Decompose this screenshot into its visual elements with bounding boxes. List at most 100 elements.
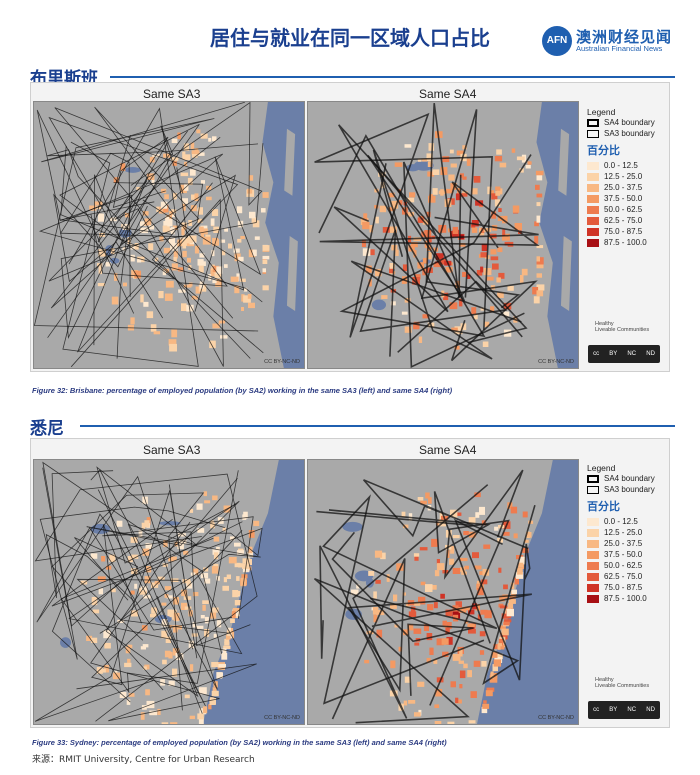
sa2-area xyxy=(163,247,171,254)
sa2-area xyxy=(474,492,481,498)
region-boundary xyxy=(96,466,236,714)
sa2-area xyxy=(483,700,487,704)
sa2-area xyxy=(249,211,256,219)
sa2-area xyxy=(185,237,193,244)
sa2-area xyxy=(497,292,504,298)
sa2-area xyxy=(211,690,219,697)
sa2-area xyxy=(498,638,504,647)
sa2-area xyxy=(192,622,197,628)
sa2-area xyxy=(183,550,189,555)
sa2-area xyxy=(177,132,181,140)
sa2-area xyxy=(150,613,157,618)
sa2-area xyxy=(169,211,173,215)
sa2-area xyxy=(490,671,494,679)
sa2-area xyxy=(190,205,197,212)
sa2-area xyxy=(467,670,472,678)
sa2-area xyxy=(517,567,523,575)
sa2-area xyxy=(508,603,514,609)
sa2-area xyxy=(262,285,269,291)
sa2-area xyxy=(178,289,186,293)
sa2-area xyxy=(90,637,98,643)
sa2-area xyxy=(184,606,192,610)
sa2-area xyxy=(510,582,515,590)
sa2-area xyxy=(422,257,428,264)
sa2-area xyxy=(173,192,177,200)
sa2-area xyxy=(494,526,499,531)
sa2-area xyxy=(362,248,371,256)
sa2-area xyxy=(182,242,187,249)
sa2-area xyxy=(422,314,429,319)
sa2-area xyxy=(391,200,399,209)
sa2-area xyxy=(236,550,245,555)
sa2-area xyxy=(130,244,138,250)
sa2-area xyxy=(177,543,184,550)
sa2-area xyxy=(527,161,532,165)
cc-license-badge: cc BY NC ND xyxy=(588,701,660,719)
sa2-area xyxy=(452,610,461,619)
sa2-area xyxy=(410,606,416,613)
sa2-area xyxy=(445,627,450,635)
sa2-area xyxy=(409,192,416,198)
sa2-area xyxy=(519,556,526,562)
sa2-area xyxy=(432,169,440,175)
sa2-area xyxy=(480,266,484,273)
sa2-area xyxy=(216,576,220,581)
sa2-area xyxy=(426,633,433,641)
sa2-area xyxy=(212,237,219,245)
sa2-area xyxy=(408,611,417,617)
sa2-area xyxy=(190,169,196,176)
sa2-area xyxy=(126,699,131,705)
sa2-area xyxy=(197,207,203,215)
region-boundary xyxy=(90,524,243,686)
sa2-area xyxy=(536,261,544,269)
sa2-area xyxy=(90,553,98,559)
sa2-area xyxy=(237,220,244,228)
sa2-area xyxy=(247,552,254,558)
sa2-area xyxy=(252,220,260,228)
sa2-area xyxy=(139,587,147,595)
sa2-area xyxy=(181,602,188,610)
cc-license-badge: cc BY NC ND xyxy=(588,345,660,363)
legend-class-label: 87.5 - 100.0 xyxy=(604,238,647,247)
sa2-area xyxy=(89,205,97,211)
sa2-area xyxy=(455,699,462,704)
sa2-area xyxy=(161,602,167,606)
sa2-area xyxy=(137,259,142,263)
sa2-area xyxy=(374,550,383,558)
sa2-area xyxy=(148,243,154,251)
sa2-area xyxy=(452,654,461,661)
legend-swatch xyxy=(587,594,599,603)
sa2-area xyxy=(225,634,231,640)
sa2-area xyxy=(218,663,226,668)
legend-swatch xyxy=(587,172,599,181)
sa2-area xyxy=(158,206,166,214)
sa2-area xyxy=(141,522,145,529)
sa2-area xyxy=(388,207,396,212)
lake xyxy=(124,167,141,173)
sa2-area xyxy=(454,512,462,516)
legend-class-label: 87.5 - 100.0 xyxy=(604,594,647,603)
sa2-area xyxy=(172,668,178,677)
sa2-area xyxy=(122,282,127,287)
sa2-area xyxy=(450,231,455,238)
sa2-area xyxy=(440,593,445,599)
sa2-area xyxy=(494,199,501,207)
legend-swatch xyxy=(587,183,599,192)
sa2-area xyxy=(458,607,467,613)
sa2-area xyxy=(492,263,499,270)
sa2-area xyxy=(435,253,444,260)
sa2-area xyxy=(390,301,396,306)
healthy-communities-logo: Healthy Liveable Communities xyxy=(595,321,650,333)
sa2-area xyxy=(506,608,514,617)
sa2-area xyxy=(191,150,200,155)
region-boundary xyxy=(429,469,524,706)
island xyxy=(284,128,296,196)
sa2-area xyxy=(94,201,103,206)
map-label-sa3: Same SA3 xyxy=(143,443,201,457)
sa2-area xyxy=(224,228,228,232)
sa2-area xyxy=(202,600,209,604)
sa2-area xyxy=(519,560,526,565)
region-boundary xyxy=(60,470,239,694)
sa2-area xyxy=(241,307,244,311)
sa2-area xyxy=(467,274,471,279)
